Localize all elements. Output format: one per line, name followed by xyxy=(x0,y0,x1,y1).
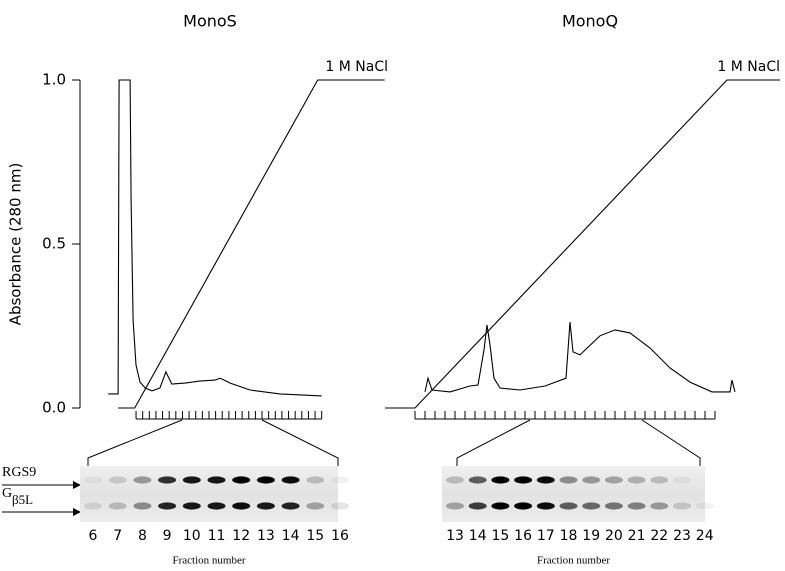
lane-label: 16 xyxy=(514,528,532,544)
band xyxy=(604,476,623,484)
chart-title: MonoS xyxy=(183,12,237,31)
lane-label: 24 xyxy=(696,528,714,544)
lane-label: 7 xyxy=(113,528,122,544)
band xyxy=(158,476,177,484)
row-label-sub: β5L xyxy=(12,492,33,507)
band xyxy=(281,476,300,484)
y-tick-label: 1.0 xyxy=(42,71,66,89)
lane-label: 17 xyxy=(537,528,555,544)
lane-label: 15 xyxy=(491,528,509,544)
lane-label: 12 xyxy=(232,528,250,544)
band xyxy=(306,502,325,510)
gradient-line xyxy=(118,79,385,409)
lane-label: 21 xyxy=(628,528,646,544)
band xyxy=(559,476,578,484)
y-axis-label: Absorbance (280 nm) xyxy=(7,163,25,326)
band xyxy=(468,476,487,484)
band xyxy=(582,476,601,484)
band xyxy=(182,476,201,484)
lane-label: 6 xyxy=(89,528,98,544)
band xyxy=(446,476,464,484)
lane-label: 18 xyxy=(560,528,578,544)
band xyxy=(256,502,275,510)
band xyxy=(650,476,669,484)
y-tick-label: 0.0 xyxy=(42,399,66,417)
lane-label: 22 xyxy=(650,528,668,544)
band xyxy=(133,476,152,484)
gel xyxy=(80,466,338,522)
lane-label: 15 xyxy=(306,528,324,544)
band xyxy=(514,502,533,510)
row-label: G xyxy=(2,486,12,501)
band xyxy=(207,502,226,510)
band xyxy=(446,502,464,510)
band xyxy=(133,502,152,510)
band xyxy=(108,476,127,484)
band xyxy=(695,502,714,510)
band xyxy=(158,502,177,510)
chart-title: MonoQ xyxy=(562,12,618,31)
band xyxy=(696,476,714,483)
band xyxy=(281,502,300,510)
gel xyxy=(442,466,705,522)
band xyxy=(331,476,349,484)
band xyxy=(491,476,510,484)
connectors xyxy=(87,419,701,466)
row-label: RGS9 xyxy=(2,465,36,480)
band xyxy=(182,502,201,510)
lane-label: 14 xyxy=(469,528,487,544)
gradient-line xyxy=(385,79,780,409)
lane-label: 20 xyxy=(605,528,623,544)
band xyxy=(604,502,623,510)
lane-label: 9 xyxy=(163,528,172,544)
band xyxy=(582,502,601,510)
lane-label: 11 xyxy=(208,528,226,544)
lane-label: 13 xyxy=(257,528,275,544)
band xyxy=(673,502,691,510)
annotation: 1 M NaCl xyxy=(325,59,388,75)
band xyxy=(468,502,487,510)
lane-label: 19 xyxy=(582,528,600,544)
band xyxy=(536,476,555,484)
band xyxy=(207,476,226,484)
y-tick-label: 0.5 xyxy=(42,235,66,253)
band xyxy=(514,476,533,484)
lane-label: 10 xyxy=(183,528,201,544)
band xyxy=(232,502,251,510)
lane-label: 8 xyxy=(138,528,147,544)
band xyxy=(256,476,275,484)
lane-label: 16 xyxy=(331,528,349,544)
band xyxy=(559,502,578,510)
band xyxy=(108,502,127,510)
lane-label: 13 xyxy=(446,528,464,544)
band xyxy=(84,502,102,510)
lane-label: 23 xyxy=(673,528,691,544)
absorbance-trace xyxy=(424,322,736,393)
band xyxy=(84,476,102,484)
band xyxy=(331,502,349,510)
x-axis-label: Fraction number xyxy=(537,555,610,567)
band xyxy=(306,476,325,484)
band xyxy=(491,502,510,510)
band xyxy=(536,502,555,510)
band xyxy=(627,476,646,484)
band xyxy=(232,476,251,484)
annotation: 1 M NaCl xyxy=(717,59,780,75)
absorbance-trace xyxy=(108,79,322,397)
band xyxy=(650,502,669,510)
band xyxy=(673,476,691,484)
band xyxy=(627,502,646,510)
lane-label: 14 xyxy=(282,528,300,544)
x-axis-label: Fraction number xyxy=(172,555,245,567)
